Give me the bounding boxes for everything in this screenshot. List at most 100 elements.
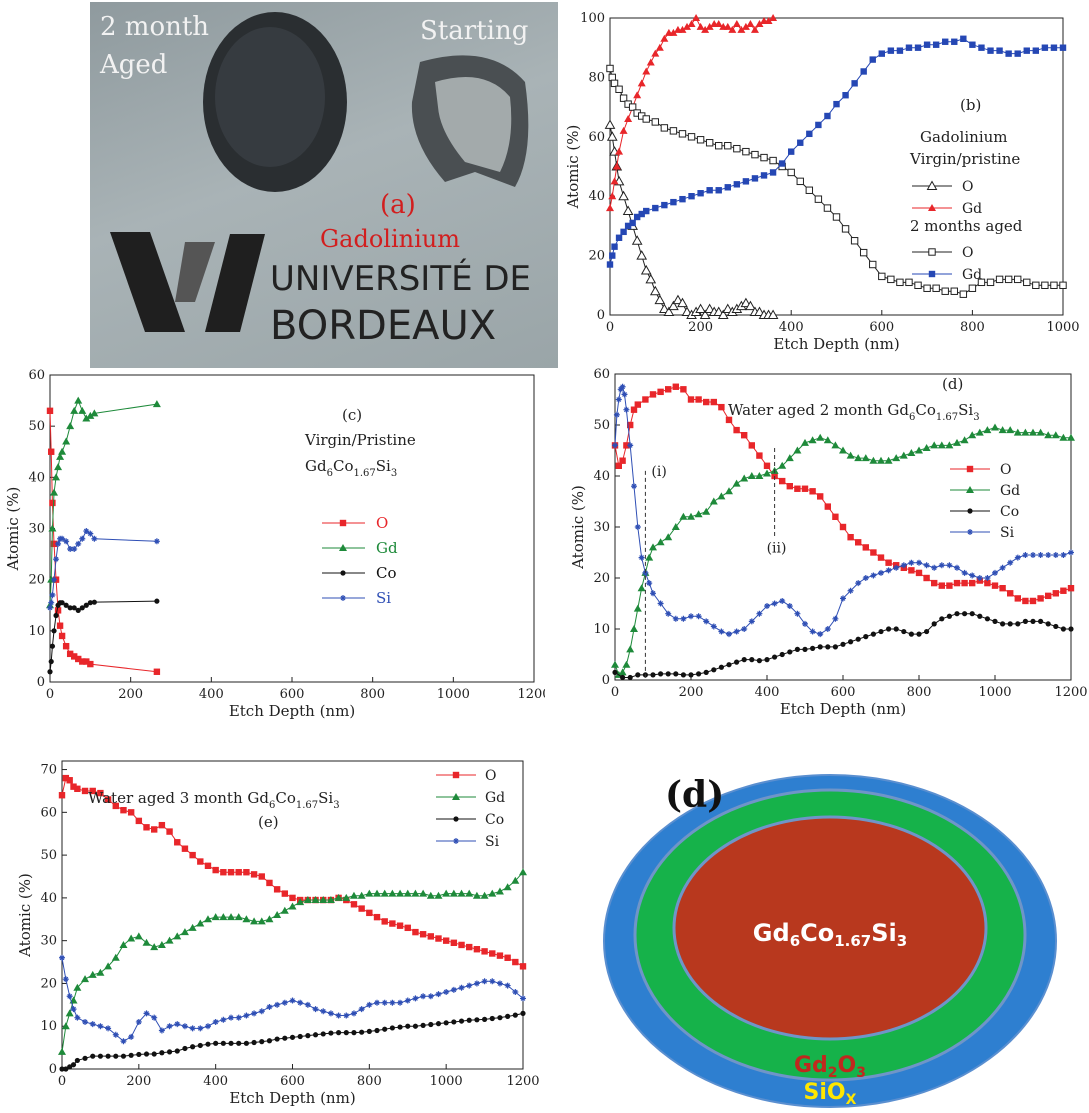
formula-symbol: Gd xyxy=(887,401,909,419)
data-point xyxy=(481,978,488,985)
data-point xyxy=(389,999,396,1006)
data-point xyxy=(397,999,404,1006)
y-tick-label: 40 xyxy=(588,189,605,204)
data-point xyxy=(79,605,85,611)
x-tick-label: 800 xyxy=(960,320,985,335)
data-point xyxy=(869,456,878,464)
data-point xyxy=(896,278,904,287)
data-point xyxy=(606,261,614,268)
formula-subscript: X xyxy=(846,1092,857,1108)
data-point xyxy=(887,275,895,284)
data-point xyxy=(335,1012,342,1019)
x-tick-label: 0 xyxy=(606,320,614,335)
data-point xyxy=(343,1012,350,1019)
data-point xyxy=(79,535,86,542)
series-Gd xyxy=(606,35,1067,268)
data-point xyxy=(886,626,892,632)
data-point xyxy=(710,398,717,406)
data-point xyxy=(1060,552,1067,559)
data-point xyxy=(608,192,617,200)
y-tick-label: 50 xyxy=(40,848,57,863)
data-point xyxy=(649,543,657,551)
data-point xyxy=(51,628,57,634)
data-point xyxy=(49,643,56,649)
data-point xyxy=(860,68,867,75)
data-point xyxy=(928,204,936,211)
data-point xyxy=(205,1041,211,1047)
data-point xyxy=(1013,428,1022,436)
data-point xyxy=(289,1034,296,1040)
data-point xyxy=(65,1009,74,1017)
data-point xyxy=(619,383,626,390)
annotation-line: Virgin/Pristine xyxy=(304,431,416,449)
data-point xyxy=(637,584,646,592)
data-point xyxy=(953,438,961,446)
data-point xyxy=(63,1066,69,1072)
data-point xyxy=(243,1012,250,1019)
data-point xyxy=(296,898,305,906)
data-point xyxy=(945,441,954,449)
data-point xyxy=(642,396,649,403)
data-point xyxy=(47,604,53,611)
data-point xyxy=(120,1053,127,1059)
data-point xyxy=(645,273,657,284)
legend-label: Gd xyxy=(962,201,982,217)
data-point xyxy=(742,147,750,156)
data-point xyxy=(649,285,661,296)
data-point xyxy=(1041,44,1049,51)
data-point xyxy=(741,22,750,30)
data-point xyxy=(153,668,161,675)
data-point xyxy=(1022,597,1029,605)
data-point xyxy=(59,535,66,542)
data-point xyxy=(842,92,849,99)
data-point xyxy=(359,1029,365,1035)
data-point xyxy=(899,451,908,459)
data-point xyxy=(189,1025,196,1032)
data-point xyxy=(251,1039,257,1046)
data-point xyxy=(166,1049,173,1055)
data-point xyxy=(896,47,904,54)
x-tick-label: 200 xyxy=(118,687,143,702)
data-point xyxy=(243,869,250,876)
series-Gd xyxy=(46,396,161,609)
data-point xyxy=(389,920,396,927)
logo-mark-left xyxy=(110,232,185,332)
data-point xyxy=(89,787,96,795)
data-point xyxy=(443,989,450,995)
data-point xyxy=(677,297,688,308)
data-point xyxy=(796,177,804,186)
data-point xyxy=(1037,595,1044,602)
data-point xyxy=(967,529,973,535)
data-point xyxy=(769,169,777,176)
data-point xyxy=(311,896,320,904)
data-point xyxy=(627,421,634,429)
data-point xyxy=(212,866,219,874)
data-point xyxy=(839,446,847,454)
data-point xyxy=(932,41,940,48)
data-point xyxy=(908,567,915,574)
data-point xyxy=(861,454,870,462)
annotation-title: Water aged 3 month Gd6Co1.67Si3 xyxy=(88,789,340,811)
data-point xyxy=(893,626,899,632)
data-point xyxy=(1032,47,1040,54)
marker-label-i: (i) xyxy=(651,464,666,480)
data-point xyxy=(604,119,616,129)
core-formula: Gd6Co1.67Si3 xyxy=(753,919,907,950)
data-point xyxy=(465,889,474,897)
y-tick-label: 20 xyxy=(40,976,57,991)
data-point xyxy=(622,205,634,216)
y-tick-label: 40 xyxy=(40,891,57,906)
data-point xyxy=(801,485,809,492)
y-tick-label: 0 xyxy=(49,1062,57,1077)
data-point xyxy=(1059,281,1067,290)
formula-subscript: 1.67 xyxy=(296,800,318,811)
data-point xyxy=(615,147,624,155)
data-point xyxy=(636,250,648,260)
data-point xyxy=(745,300,756,311)
data-point xyxy=(165,936,174,944)
data-point xyxy=(751,150,759,159)
x-tick-label: 0 xyxy=(611,685,619,700)
annotation-title: Water aged 2 month Gd6Co1.67Si3 xyxy=(728,401,980,423)
data-point xyxy=(694,510,703,518)
data-point xyxy=(420,1022,426,1028)
